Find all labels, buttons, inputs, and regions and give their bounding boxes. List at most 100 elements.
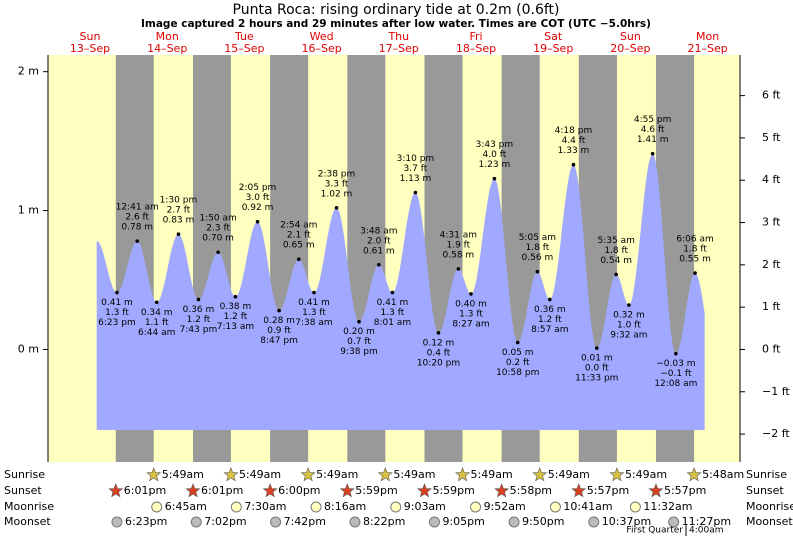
moonset-icon: [349, 516, 361, 528]
moonrise-icon: [629, 501, 641, 513]
tide-label: 0.20 m: [343, 327, 375, 337]
tide-label: 0.36 m: [534, 305, 566, 315]
sunset-time: 5:58pm: [510, 484, 552, 497]
tide-extreme: [390, 290, 395, 295]
tide-label: 0.58 m: [443, 250, 475, 260]
moonrise-icon: [230, 501, 242, 513]
tide-extreme: [334, 205, 339, 210]
day-weekday: Mon: [696, 30, 719, 43]
tide-area: [96, 153, 705, 430]
y2-tick-label: 5 ft: [762, 131, 781, 144]
tide-label: 8:01 am: [374, 318, 411, 328]
row-label: Sunrise: [4, 468, 45, 481]
tide-label: 7:13 am: [217, 322, 254, 332]
row-label: Moonset: [4, 515, 51, 528]
tide-label: 0.9 ft: [267, 326, 291, 336]
tide-extreme: [674, 351, 678, 356]
row-label: Sunrise: [746, 468, 787, 481]
y-tick-label: 0 m: [18, 342, 39, 355]
star-icon: [185, 483, 201, 498]
tide-extreme: [196, 297, 201, 302]
y-tick-label: 2 m: [18, 65, 39, 78]
y-tick-label: 1 m: [18, 204, 39, 217]
y2-tick-label: 1 ft: [762, 300, 781, 313]
day-weekday: Mon: [156, 30, 179, 43]
tide-extreme: [135, 239, 140, 243]
day-date: 13–Sep: [70, 42, 110, 55]
moonrise-icon: [310, 501, 322, 513]
tide-extreme: [216, 250, 220, 255]
sunrise-time: 5:49am: [471, 468, 513, 481]
tide-label: 7:43 pm: [180, 325, 218, 335]
tide-label: 1.9 ft: [447, 240, 471, 250]
tide-label: 0.61 m: [363, 246, 395, 256]
tide-label: 0.34 m: [141, 308, 173, 318]
star-icon: [609, 467, 625, 482]
star-icon: [648, 483, 664, 498]
y2-tick-label: −1 ft: [762, 385, 790, 398]
tide-label: 0.38 m: [220, 302, 252, 312]
tide-extreme: [296, 257, 301, 261]
moonrise-time: 11:32am: [643, 500, 692, 513]
row-label: Sunset: [4, 484, 42, 497]
day-weekday: Sun: [620, 30, 641, 43]
row-label: Moonset: [746, 515, 793, 528]
tide-label: 2.7 ft: [167, 206, 191, 216]
tide-label: 10:20 pm: [417, 358, 460, 368]
day-date: 14–Sep: [147, 42, 187, 55]
tide-label: 1:30 pm: [160, 196, 198, 206]
day-date: 15–Sep: [224, 42, 264, 55]
day-weekday: Thu: [387, 30, 409, 43]
moonset-icon: [668, 516, 680, 528]
tide-label: 12:08 am: [654, 379, 697, 389]
star-icon: [146, 467, 162, 482]
sunrise-time: 5:49am: [548, 468, 590, 481]
moonrise-icon: [470, 501, 482, 513]
tide-extreme: [176, 232, 181, 236]
day-weekday: Sat: [544, 30, 563, 43]
tide-label: 0.54 m: [600, 256, 632, 266]
tide-label: 6:44 am: [138, 328, 175, 338]
tide-extreme: [233, 294, 238, 299]
star-icon: [571, 483, 587, 498]
tide-label: 5:35 am: [598, 236, 635, 246]
tide-label: 0.32 m: [613, 311, 645, 321]
moonrise-time: 9:52am: [484, 500, 526, 513]
tide-label: 1:50 am: [199, 214, 236, 224]
sunset-time: 6:00pm: [278, 484, 320, 497]
tide-label: 0.56 m: [522, 253, 554, 263]
tide-extreme: [456, 267, 461, 271]
tide-label: 0.41 m: [298, 298, 330, 308]
moonset-icon: [190, 516, 202, 528]
tide-extreme: [469, 292, 473, 296]
tide-label: 9:32 am: [610, 331, 647, 341]
day-weekday: Fri: [469, 30, 482, 43]
tide-label: 1.0 ft: [617, 321, 641, 331]
tide-label: 3:10 pm: [397, 154, 435, 164]
tide-label: 3.0 ft: [246, 193, 270, 203]
tide-extreme: [436, 331, 441, 335]
row-label: Sunset: [746, 484, 784, 497]
moonset-time: 11:27pm: [682, 515, 731, 528]
sunset-time: 5:59pm: [355, 484, 397, 497]
tide-label: 1.8 ft: [683, 245, 707, 255]
moonset-time: 10:37pm: [602, 515, 651, 528]
tide-label: 0.05 m: [502, 348, 534, 358]
tide-label: 0.12 m: [423, 338, 455, 348]
y2-tick-label: 0 ft: [762, 342, 781, 355]
tide-label: 2:38 pm: [318, 169, 356, 179]
tide-label: 1.13 m: [400, 174, 432, 184]
star-icon: [223, 467, 239, 482]
star-icon: [455, 467, 471, 482]
sunset-time: 5:59pm: [432, 484, 474, 497]
tide-label: 1.2 ft: [187, 315, 211, 325]
day-date: 16–Sep: [301, 42, 341, 55]
moonrise-time: 8:16am: [324, 500, 366, 513]
sunrise-time: 5:49am: [162, 468, 204, 481]
day-date: 17–Sep: [379, 42, 419, 55]
moonset-icon: [270, 516, 282, 528]
tide-label: 0.0 ft: [585, 364, 609, 374]
tide-label: 4:31 am: [440, 230, 477, 240]
tide-label: −0.03 m: [656, 359, 695, 369]
tide-label: 6:23 pm: [98, 318, 136, 328]
